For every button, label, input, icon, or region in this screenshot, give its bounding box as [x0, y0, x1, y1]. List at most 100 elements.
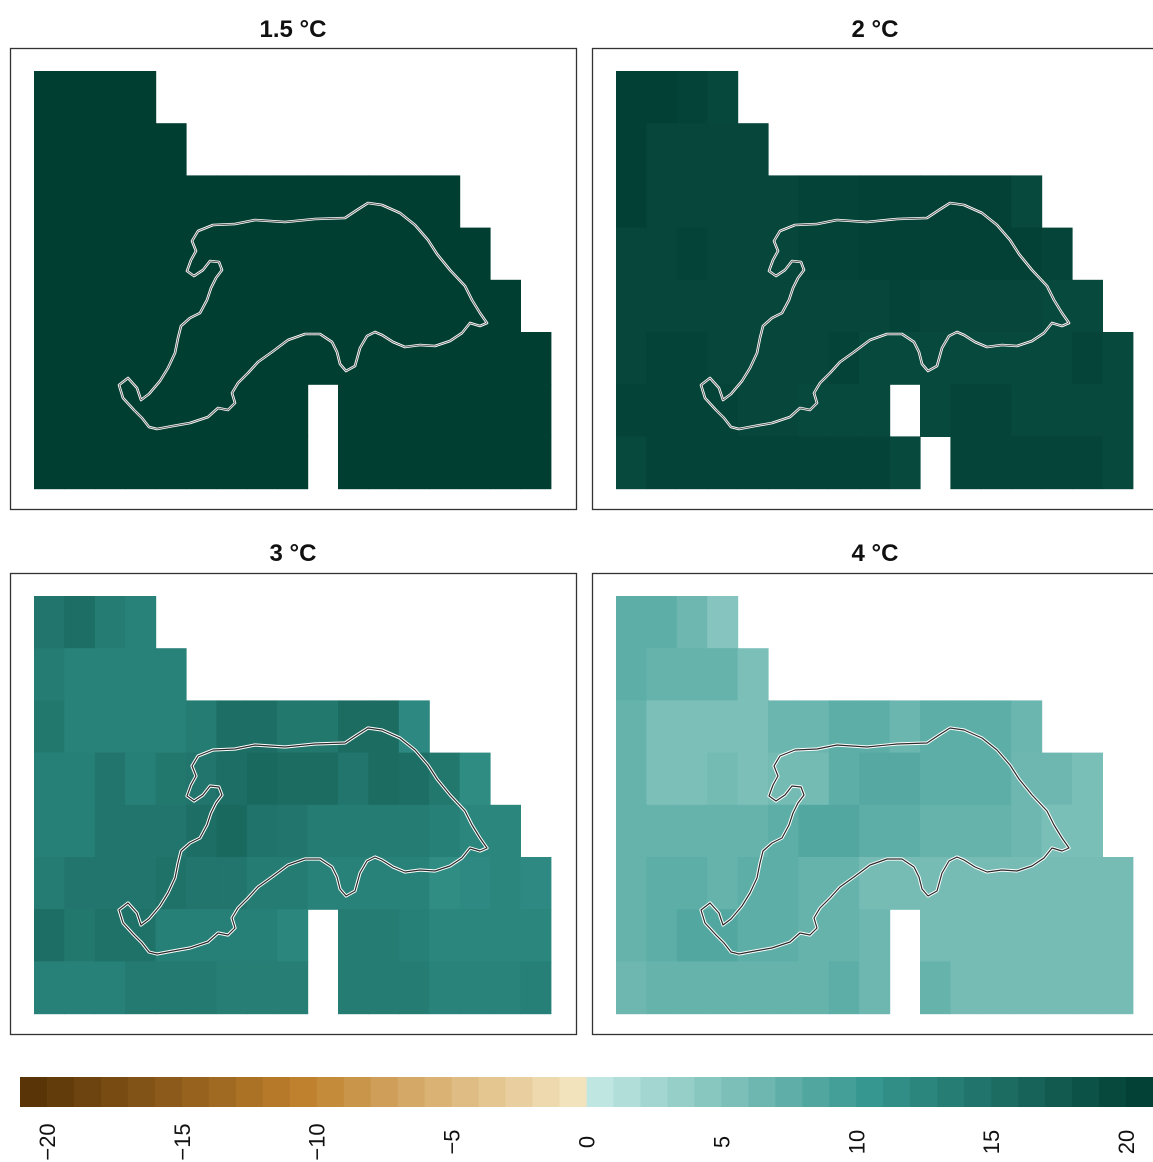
heatmap-cell [368, 909, 400, 962]
heatmap-cell [980, 700, 1012, 754]
heatmap-cell [125, 857, 157, 910]
heatmap-cell [828, 909, 860, 962]
colorbar-swatch [262, 1077, 291, 1107]
heatmap-cell [889, 227, 921, 281]
heatmap-cell [155, 436, 187, 490]
heatmap-cell [277, 961, 309, 1015]
heatmap-cell [920, 384, 951, 437]
heatmap-cell [798, 700, 830, 754]
heatmap-cell [1011, 227, 1043, 281]
heatmap-grid [34, 596, 552, 1015]
panel-title: 2 °C [852, 16, 899, 43]
heatmap-cell [398, 332, 430, 385]
heatmap-cell [1072, 804, 1103, 858]
heatmap-cell [676, 175, 708, 229]
heatmap-cell [155, 700, 187, 754]
heatmap-cell [64, 909, 96, 962]
heatmap-cell [616, 175, 647, 229]
heatmap-cell [707, 596, 739, 649]
heatmap-cell [889, 752, 921, 806]
heatmap-cell [94, 961, 126, 1015]
heatmap-cell [707, 961, 739, 1015]
heatmap-cell [186, 909, 217, 962]
heatmap-cell [737, 961, 769, 1015]
colorbar-swatch [964, 1077, 992, 1107]
heatmap-cell [1102, 332, 1134, 385]
heatmap-cell [429, 752, 461, 806]
heatmap-cell [429, 909, 461, 962]
heatmap-cell [950, 700, 982, 754]
heatmap-cell [368, 175, 400, 229]
heatmap-cell [246, 804, 278, 858]
heatmap-cell [490, 857, 521, 910]
heatmap-cell [34, 752, 65, 806]
heatmap-cell [616, 123, 647, 176]
colorbar-swatch [316, 1077, 345, 1107]
heatmap-cell [338, 804, 369, 858]
heatmap-cell [490, 909, 521, 962]
colorbar-swatch [694, 1077, 722, 1107]
heatmap-cell [520, 909, 552, 962]
region-outline [118, 202, 488, 430]
heatmap-cell [186, 700, 217, 754]
heatmap-cell [1011, 700, 1043, 754]
colorbar-swatch [559, 1077, 588, 1107]
region-outline [700, 202, 1070, 430]
heatmap-cell [950, 961, 982, 1015]
colorbar-swatch [532, 1077, 561, 1107]
colorbar-swatch [640, 1077, 669, 1107]
colorbar-tick-label: 20 [1114, 1130, 1139, 1154]
heatmap-cell [980, 909, 1012, 962]
heatmap-cell [64, 436, 96, 490]
heatmap-cell [125, 175, 157, 229]
heatmap-cell [646, 857, 678, 910]
heatmap-cell [950, 909, 982, 962]
heatmap-cell [950, 752, 982, 806]
heatmap-cell [676, 279, 708, 333]
heatmap-cell [950, 384, 982, 437]
heatmap-cell [94, 752, 126, 806]
heatmap-cell [368, 384, 400, 437]
heatmap-cell [398, 857, 430, 910]
heatmap-cell [34, 909, 65, 962]
heatmap-cell [277, 752, 309, 806]
heatmap-cell [429, 332, 461, 385]
heatmap-cell [277, 804, 309, 858]
heatmap-cell [277, 332, 309, 385]
heatmap-cell [676, 961, 708, 1015]
heatmap-cell [246, 227, 278, 281]
heatmap-cell [707, 175, 739, 229]
heatmap-cell [859, 227, 891, 281]
heatmap-cell [646, 71, 678, 124]
heatmap-cell [155, 279, 187, 333]
heatmap-cell [646, 909, 678, 962]
heatmap-cell [646, 596, 678, 649]
heatmap-cell [155, 123, 187, 176]
heatmap-cell [859, 384, 891, 437]
heatmap-cell [646, 279, 678, 333]
heatmap-cell [707, 648, 739, 701]
heatmap-cell [94, 436, 126, 490]
heatmap-cell [707, 436, 739, 490]
heatmap-cell [616, 332, 647, 385]
heatmap-cell [34, 384, 65, 437]
panel-title: 4 °C [852, 540, 899, 567]
heatmap-cell [828, 227, 860, 281]
heatmap-cell [676, 752, 708, 806]
heatmap-cell [1041, 857, 1073, 910]
heatmap-cell [859, 279, 891, 333]
colorbar-tick-label: −20 [35, 1123, 60, 1160]
colorbar-tick-label: 0 [575, 1136, 600, 1148]
heatmap-cell [1041, 909, 1073, 962]
heatmap-cell [216, 700, 248, 754]
heatmap-cell [94, 71, 126, 124]
heatmap-cell [155, 961, 187, 1015]
heatmap-cell [368, 804, 400, 858]
heatmap-cell [646, 804, 678, 858]
heatmap-cell [307, 804, 339, 858]
panel-title: 3 °C [270, 540, 317, 567]
heatmap-cell [646, 227, 678, 281]
heatmap-cell [646, 700, 678, 754]
heatmap-cell [368, 961, 400, 1015]
